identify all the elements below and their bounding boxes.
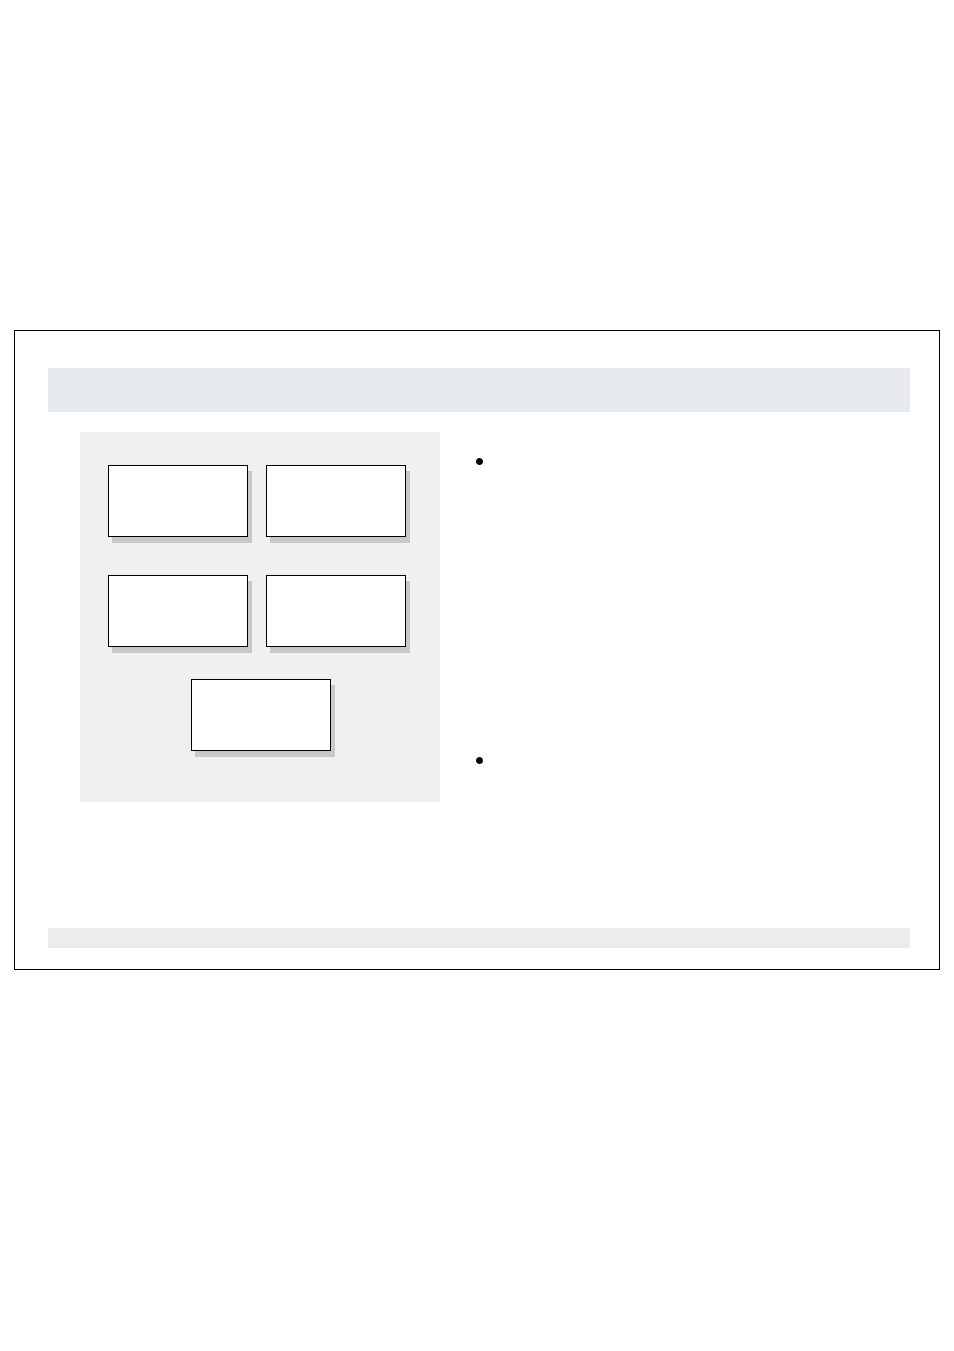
page-canvas — [0, 0, 954, 1351]
bullet-dot — [476, 458, 483, 465]
header-bar — [48, 368, 910, 412]
footer-bar — [48, 928, 910, 948]
diagram-node — [191, 679, 331, 751]
diagram-node — [266, 575, 406, 647]
diagram-node — [108, 465, 248, 537]
diagram-node — [108, 575, 248, 647]
bullet-dot — [476, 757, 483, 764]
diagram-node — [266, 465, 406, 537]
